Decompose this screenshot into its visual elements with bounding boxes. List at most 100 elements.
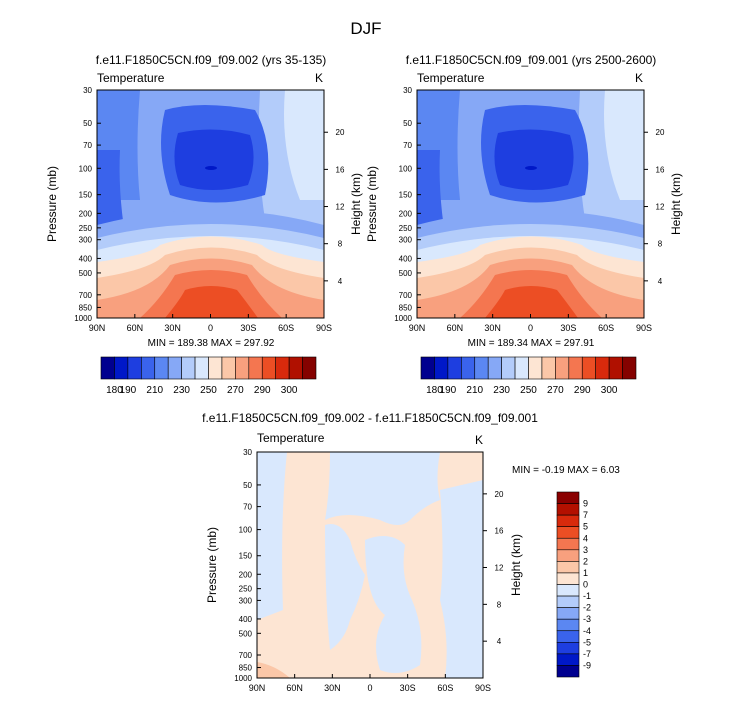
x-tick-label: 60N: [447, 323, 464, 333]
y-tick-label: 150: [239, 552, 253, 561]
colorbar-swatch: [528, 356, 543, 380]
colorbar-swatch: [100, 356, 115, 380]
x-tick-label: 0: [367, 683, 372, 693]
colorbar-swatch: [556, 491, 580, 504]
y-tick-label: 400: [79, 254, 93, 263]
colorbar-swatch: [556, 653, 580, 666]
y-tick-label: 700: [79, 291, 93, 300]
height-tick-label: 4: [338, 277, 343, 286]
colorbar-label: 3: [583, 545, 588, 555]
colorbar-label: 5: [583, 522, 588, 532]
y-tick-label: 70: [83, 141, 92, 150]
y-tick-label: 70: [243, 503, 252, 512]
colorbar-label: -1: [583, 591, 591, 601]
colorbar-label: 7: [583, 510, 588, 520]
colorbar-label: -4: [583, 626, 591, 636]
x-tick-label: 30N: [484, 323, 501, 333]
colorbar-label: 9: [583, 499, 588, 509]
colorbar-swatch: [556, 665, 580, 678]
y-tick-label: 400: [399, 254, 413, 263]
height-tick-label: 20: [656, 128, 665, 137]
y-tick-label: 1000: [234, 674, 252, 683]
height-tick-label: 20: [336, 128, 345, 137]
height-tick-label: 16: [336, 165, 345, 174]
colorbar-swatch: [608, 356, 623, 380]
x-tick-label: 90N: [249, 683, 266, 693]
height-tick-label: 4: [497, 637, 502, 646]
colorbar-swatch: [556, 595, 580, 608]
x-tick-label: 60S: [437, 683, 453, 693]
colorbar-swatch: [275, 356, 290, 380]
left-y-axis-label-right: Height (km): [349, 173, 363, 235]
colorbar-label: -3: [583, 614, 591, 624]
colorbar-swatch: [141, 356, 156, 380]
x-tick-label: 90S: [636, 323, 652, 333]
right-y-axis-label-right: Height (km): [669, 173, 683, 235]
colorbar-label: 270: [547, 385, 564, 396]
x-tick-label: 90S: [475, 683, 491, 693]
y-tick-label: 700: [399, 291, 413, 300]
colorbar-swatch: [461, 356, 476, 380]
figure-title: DJF: [350, 19, 381, 38]
colorbar-swatch: [261, 356, 276, 380]
colorbar-swatch: [556, 514, 580, 527]
y-tick-label: 850: [239, 664, 253, 673]
height-tick-label: 12: [336, 203, 345, 212]
colorbar-swatch: [556, 630, 580, 643]
right-plot-area: [417, 90, 644, 318]
y-tick-label: 1000: [394, 314, 412, 323]
colorbar-swatch: [235, 356, 250, 380]
y-tick-label: 250: [239, 585, 253, 594]
height-tick-label: 8: [658, 240, 663, 249]
x-tick-label: 30N: [164, 323, 181, 333]
y-tick-label: 300: [79, 236, 93, 245]
colorbar-swatch: [568, 356, 583, 380]
colorbar-label: 290: [574, 385, 591, 396]
colorbar-label: 250: [200, 385, 217, 396]
left-y-axis-label: Pressure (mb): [45, 166, 59, 242]
colorbar-swatch: [221, 356, 236, 380]
colorbar-swatch: [556, 537, 580, 551]
difference-y-axis-label: Pressure (mb): [205, 527, 219, 603]
y-tick-label: 50: [83, 119, 92, 128]
colorbar-label: 210: [146, 385, 163, 396]
height-tick-label: 12: [656, 203, 665, 212]
difference-panel-var-label: Temperature: [257, 431, 325, 445]
colorbar-swatch: [556, 561, 580, 574]
colorbar-label: 190: [440, 385, 457, 396]
left-panel-title: f.e11.F1850C5CN.f09_f09.002 (yrs 35-135): [96, 53, 327, 67]
y-tick-label: 300: [239, 596, 253, 605]
y-tick-label: 50: [403, 119, 412, 128]
colorbar-label: 0: [583, 580, 588, 590]
left-panel-var-label: Temperature: [97, 71, 165, 85]
x-tick-label: 0: [208, 323, 213, 333]
colorbar-swatch: [194, 356, 209, 380]
y-tick-label: 100: [399, 164, 413, 173]
right-min-max: MIN = 189.34 MAX = 297.91: [468, 338, 595, 349]
y-tick-label: 200: [399, 209, 413, 218]
colorbar-swatch: [420, 356, 435, 380]
x-tick-label: 90N: [89, 323, 106, 333]
height-tick-label: 8: [338, 240, 343, 249]
colorbar-label: 250: [520, 385, 537, 396]
colorbar-swatch: [302, 356, 317, 380]
x-tick-label: 30S: [560, 323, 576, 333]
y-tick-label: 150: [79, 191, 93, 200]
colorbar-swatch: [181, 356, 196, 380]
colorbar-swatch: [556, 503, 580, 516]
y-tick-label: 700: [239, 651, 253, 660]
x-tick-label: 30S: [400, 683, 416, 693]
height-tick-label: 4: [658, 277, 663, 286]
colorbar-swatch: [556, 572, 580, 585]
colorbar-swatch: [514, 356, 529, 380]
colorbar-label: 180: [426, 385, 443, 396]
colorbar-swatch: [248, 356, 263, 380]
colorbar-swatch: [541, 356, 556, 380]
right-panel: f.e11.F1850C5CN.f09_f09.001 (yrs 2500-26…: [365, 53, 683, 396]
height-tick-label: 8: [497, 600, 502, 609]
y-tick-label: 100: [239, 526, 253, 535]
y-tick-label: 30: [243, 448, 252, 457]
x-tick-label: 60S: [598, 323, 614, 333]
colorbar-label: 300: [601, 385, 618, 396]
